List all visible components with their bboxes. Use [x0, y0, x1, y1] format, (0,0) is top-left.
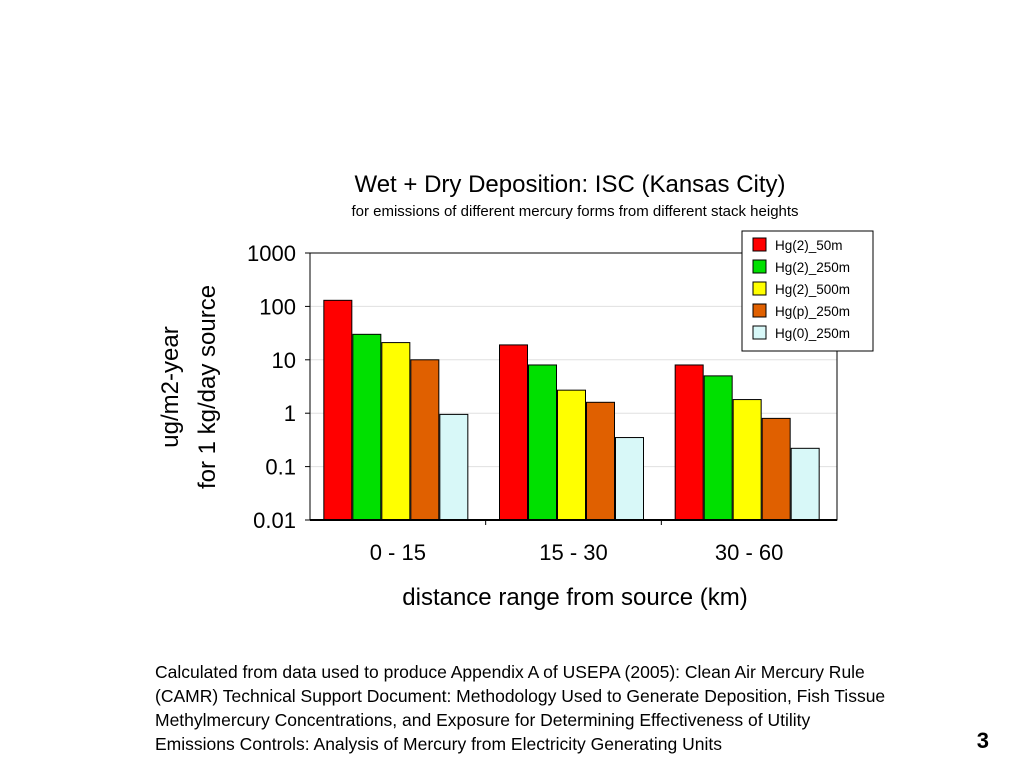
- bar: [352, 333, 382, 521]
- bar: [761, 417, 791, 521]
- x-axis-label: distance range from source (km): [402, 584, 747, 611]
- y-tick-label: 100: [259, 294, 296, 319]
- bar: [528, 364, 557, 521]
- y-axis-label-line2: for 1 kg/day source: [194, 285, 221, 489]
- x-tick-label: 30 - 60: [715, 540, 784, 565]
- caption-line: Emissions Controls: Analysis of Mercury …: [155, 734, 722, 754]
- source-caption: Calculated from data used to produce App…: [155, 660, 995, 756]
- bar: [790, 447, 820, 521]
- chart-subtitle: for emissions of different mercury forms…: [351, 203, 798, 220]
- caption-line: Calculated from data used to produce App…: [155, 662, 865, 682]
- x-tick-label: 0 - 15: [370, 540, 426, 565]
- bar: [323, 299, 353, 521]
- legend-swatch: [752, 303, 767, 318]
- bar: [674, 364, 704, 521]
- y-tick-label: 1: [284, 401, 296, 426]
- deposition-chart: Wet + Dry Deposition: ISC (Kansas City) …: [157, 171, 874, 611]
- bar: [381, 342, 411, 521]
- chart-title: Wet + Dry Deposition: ISC (Kansas City): [354, 171, 785, 198]
- y-tick-label: 0.01: [253, 508, 296, 533]
- x-tick-label: 15 - 30: [539, 540, 608, 565]
- legend-label: Hg(2)_50m: [775, 238, 843, 253]
- legend-swatch: [752, 259, 767, 274]
- legend-swatch: [752, 325, 767, 340]
- bar: [703, 375, 733, 521]
- caption-line: Methylmercury Concentrations, and Exposu…: [155, 710, 811, 730]
- page-number: 3: [976, 728, 989, 753]
- legend-label: Hg(2)_500m: [775, 282, 850, 297]
- legend-label: Hg(p)_250m: [775, 304, 850, 319]
- y-tick-label: 1000: [247, 241, 296, 266]
- bar: [586, 401, 615, 521]
- y-tick-label: 0.1: [265, 455, 296, 480]
- bar: [410, 359, 440, 521]
- caption-line: (CAMR) Technical Support Document: Metho…: [155, 686, 886, 706]
- y-tick-label: 10: [272, 348, 296, 373]
- bar: [439, 413, 469, 521]
- bar: [557, 389, 586, 521]
- bar: [732, 399, 762, 521]
- bar: [615, 437, 644, 521]
- legend-label: Hg(0)_250m: [775, 326, 850, 341]
- bar: [499, 344, 528, 521]
- legend-label: Hg(2)_250m: [775, 260, 850, 275]
- y-axis-label-line1: ug/m2-year: [157, 326, 184, 447]
- legend-swatch: [752, 237, 767, 252]
- legend-swatch: [752, 281, 767, 296]
